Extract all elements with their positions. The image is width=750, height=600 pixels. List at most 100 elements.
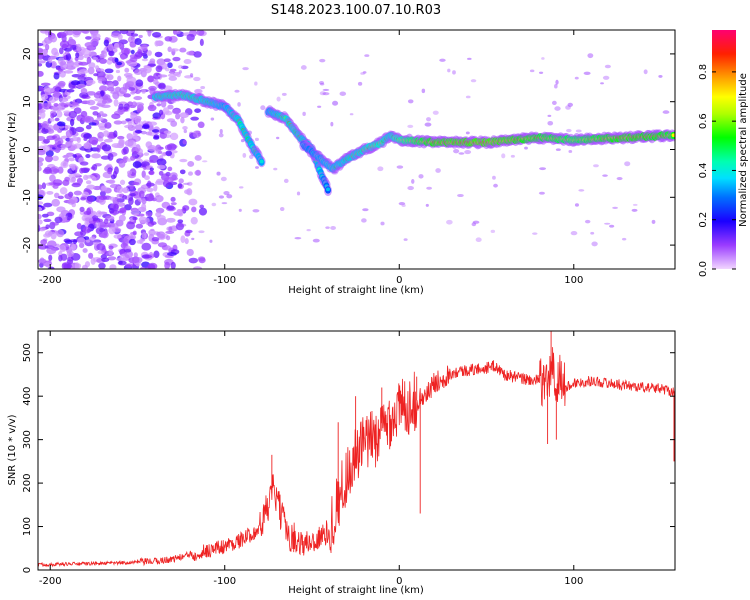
y-tick-label: 400 bbox=[22, 387, 33, 406]
heatmap-noise-cell bbox=[56, 110, 63, 118]
heatmap-noise-cell bbox=[153, 134, 160, 139]
heatmap-noise-cell bbox=[108, 51, 114, 56]
x-tick-label: 0 bbox=[396, 576, 402, 587]
heatmap-noise-cell bbox=[83, 143, 89, 149]
heatmap-noise-cell bbox=[45, 150, 54, 158]
heatmap-noise-cell bbox=[63, 110, 71, 114]
heatmap-noise-cell bbox=[49, 118, 55, 122]
heatmap-noise-cell bbox=[48, 56, 53, 64]
heatmap-faint-cell bbox=[396, 165, 404, 169]
heatmap-noise-cell bbox=[151, 129, 160, 133]
heatmap-noise-cell bbox=[110, 174, 116, 180]
heatmap-noise-cell bbox=[164, 261, 171, 269]
heatmap-noise-cell bbox=[76, 83, 86, 89]
heatmap-noise-cell bbox=[46, 190, 54, 195]
heatmap-noise-cell bbox=[113, 120, 123, 125]
colorbar-ticks: 0.0 0.2 0.4 0.6 0.8 bbox=[698, 64, 736, 277]
heatmap-noise-cell bbox=[53, 102, 59, 107]
heatmap-noise-cell bbox=[117, 260, 127, 266]
heatmap-noise-cell bbox=[79, 242, 85, 249]
heatmap-noise-cell bbox=[139, 266, 146, 269]
heatmap-noise-cell bbox=[38, 60, 46, 64]
heatmap-noise-cell bbox=[40, 94, 49, 100]
x-tick-label: -100 bbox=[213, 275, 236, 286]
heatmap-faint-cell bbox=[140, 130, 147, 135]
heatmap-noise-cell bbox=[156, 158, 167, 166]
heatmap-faint-cell bbox=[426, 186, 432, 190]
heatmap-noise-cell bbox=[113, 130, 118, 138]
heatmap-noise-cell bbox=[139, 237, 144, 245]
heatmap-noise-cell bbox=[96, 243, 106, 251]
heatmap-noise-cell bbox=[158, 83, 166, 89]
heatmap-noise-cell bbox=[59, 40, 70, 49]
heatmap-faint-cell bbox=[539, 167, 547, 171]
heatmap-noise-cell bbox=[103, 218, 109, 225]
heatmap-faint-cell bbox=[183, 129, 188, 134]
heatmap-noise-cell bbox=[167, 252, 177, 256]
heatmap-faint-cell bbox=[339, 91, 347, 96]
heatmap-noise-cell bbox=[125, 263, 134, 268]
heatmap-noise-cell bbox=[141, 242, 152, 251]
heatmap-faint-cell bbox=[490, 229, 496, 233]
heatmap-noise-cell bbox=[147, 30, 152, 37]
heatmap-noise-cell bbox=[157, 164, 166, 170]
heatmap-noise-cell bbox=[116, 185, 124, 194]
heatmap-faint-cell bbox=[255, 166, 259, 169]
heatmap-noise-cell bbox=[56, 121, 66, 127]
heatmap-noise-cell bbox=[183, 58, 192, 65]
heatmap-noise-cell bbox=[38, 184, 43, 190]
heatmap-noise-cell bbox=[154, 195, 164, 203]
heatmap-noise-cell bbox=[138, 216, 147, 223]
heatmap-noise-cell bbox=[59, 187, 68, 195]
heatmap-noise-cell bbox=[86, 196, 94, 202]
snr-x-axis-label: Height of straight line (km) bbox=[288, 585, 424, 596]
heatmap-noise-cell bbox=[124, 67, 130, 73]
heatmap-faint-cell bbox=[492, 175, 496, 180]
heatmap-noise-cell bbox=[168, 76, 178, 81]
heatmap-faint-cell bbox=[362, 208, 369, 212]
heatmap-faint-cell bbox=[425, 203, 429, 207]
heatmap-noise-cell bbox=[54, 192, 60, 199]
heatmap-noise-cell bbox=[91, 215, 99, 222]
heatmap-noise-cell bbox=[133, 96, 143, 101]
heatmap-noise-cell bbox=[91, 176, 97, 181]
heatmap-noise-cell bbox=[96, 103, 104, 107]
heatmap-noise-cell bbox=[122, 194, 128, 200]
heatmap-noise-cell bbox=[125, 81, 135, 87]
heatmap-faint-cell bbox=[283, 178, 289, 183]
heatmap-noise-cell bbox=[122, 187, 130, 194]
heatmap-noise-cell bbox=[82, 226, 91, 234]
heatmap-faint-cell bbox=[201, 160, 208, 163]
heatmap-faint-cell bbox=[276, 96, 281, 102]
heatmap-noise-cell bbox=[123, 103, 130, 111]
heatmap-noise-cell bbox=[90, 257, 96, 265]
colorbar-tick-label: 0.8 bbox=[698, 64, 709, 80]
heatmap-noise-cell bbox=[51, 198, 61, 207]
heatmap-noise-cell bbox=[42, 168, 53, 175]
heatmap-faint-cell bbox=[467, 57, 472, 60]
heatmap-noise-cell bbox=[92, 111, 99, 116]
heatmap-noise-cell bbox=[180, 116, 185, 124]
heatmap-noise-cell bbox=[166, 205, 175, 211]
heatmap-noise-cell bbox=[134, 116, 141, 125]
heatmap-noise-cell bbox=[72, 154, 77, 158]
heatmap-noise-cell bbox=[165, 150, 173, 157]
heatmap-noise-cell bbox=[101, 257, 110, 262]
heatmap-faint-cell bbox=[590, 231, 595, 235]
snr-panel: -200 -100 0 100 0 100 200 300 400 500 Height of … bbox=[7, 330, 676, 596]
heatmap-noise-cell bbox=[141, 124, 150, 130]
heatmap-faint-cell bbox=[254, 81, 258, 86]
heatmap-noise-cell bbox=[64, 193, 73, 200]
heatmap-noise-cell bbox=[134, 37, 142, 46]
heatmap-faint-cell bbox=[276, 136, 280, 140]
heatmap-noise-cell bbox=[108, 245, 114, 250]
heatmap-noise-cell bbox=[38, 224, 41, 232]
heatmap-noise-cell bbox=[38, 108, 46, 114]
snr-y-ticks: 0 100 200 300 400 500 bbox=[22, 343, 675, 573]
heatmap-noise-cell bbox=[77, 76, 87, 81]
heatmap-noise-cell bbox=[95, 227, 104, 235]
heatmap-faint-cell bbox=[658, 75, 663, 78]
heatmap-noise-cell bbox=[145, 211, 153, 217]
heatmap-noise-cell bbox=[46, 246, 57, 255]
heatmap-faint-cell bbox=[239, 186, 244, 189]
